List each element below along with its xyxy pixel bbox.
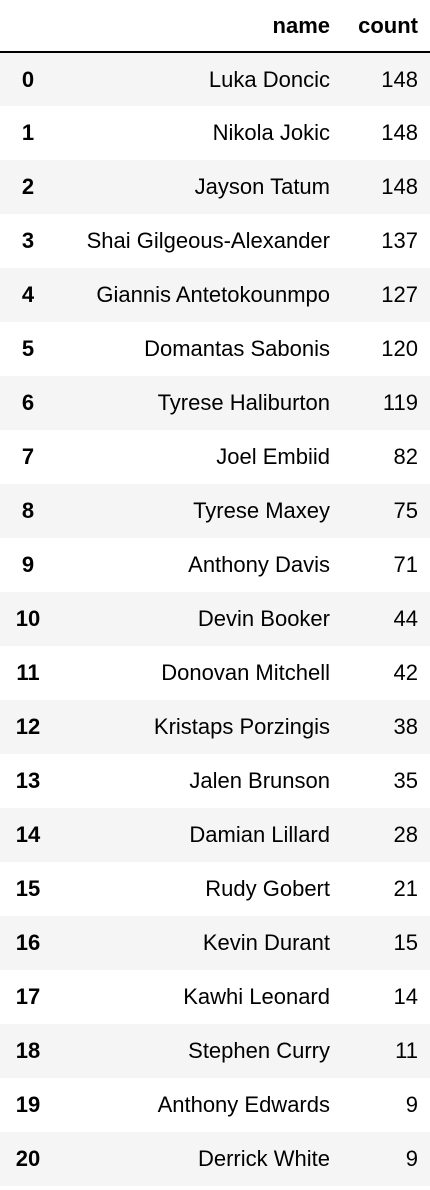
player-name-cell: Domantas Sabonis (144, 336, 330, 361)
player-name-cell: Luka Doncic (208, 66, 330, 92)
table-row: 14 Damian Lillard 28 (0, 808, 430, 862)
player-name-cell: Derrick White (197, 1146, 330, 1171)
count-cell: 9 (405, 1146, 418, 1171)
count-cell: 137 (381, 228, 418, 253)
player-name-cell: Devin Booker (197, 606, 330, 631)
player-name-cell: Stephen Curry (188, 1038, 330, 1063)
player-name-cell: Rudy Gobert (205, 876, 330, 901)
table-row: 13 Jalen Brunson 35 (0, 754, 430, 808)
table-row: 11 Donovan Mitchell 42 (0, 646, 430, 700)
player-name-cell: Jayson Tatum (194, 174, 330, 199)
row-index: 18 (15, 1038, 41, 1063)
count-cell: 38 (393, 714, 418, 739)
count-cell: 15 (393, 930, 418, 955)
row-index: 14 (15, 822, 41, 847)
row-index: 6 (21, 390, 35, 415)
player-name-cell: Giannis Antetokounmpo (96, 282, 330, 307)
row-index: 16 (15, 930, 41, 955)
table-row: 8 Tyrese Maxey 75 (0, 484, 430, 538)
player-name-cell: Donovan Mitchell (161, 660, 330, 685)
table-row: 16 Kevin Durant 15 (0, 916, 430, 970)
header-row: name count (0, 0, 430, 53)
player-name-cell: Tyrese Haliburton (157, 390, 330, 415)
table-row: 2 Jayson Tatum 148 (0, 160, 430, 214)
table-header: name count (0, 0, 430, 53)
count-cell: 75 (393, 498, 418, 523)
row-index: 8 (21, 498, 35, 523)
player-name-cell: Tyrese Maxey (193, 498, 330, 523)
table-row: 19 Anthony Edwards 9 (0, 1078, 430, 1132)
count-cell: 21 (393, 876, 418, 901)
row-index: 20 (15, 1146, 41, 1171)
table-row: 5 Domantas Sabonis 120 (0, 322, 430, 376)
table-row: 17 Kawhi Leonard 14 (0, 970, 430, 1024)
row-index: 3 (21, 228, 35, 253)
row-index: 4 (21, 282, 35, 307)
row-index: 19 (15, 1092, 41, 1117)
count-cell: 14 (393, 984, 418, 1009)
count-cell: 44 (393, 606, 418, 631)
table-row: 1 Nikola Jokic 148 (0, 106, 430, 160)
count-cell: 120 (381, 336, 418, 361)
row-index: 0 (21, 66, 35, 92)
player-name-cell: Anthony Edwards (157, 1092, 330, 1117)
index-header (0, 0, 54, 53)
table-row: 4 Giannis Antetokounmpo 127 (0, 268, 430, 322)
count-column-header: count (342, 0, 430, 53)
count-cell: 71 (393, 552, 418, 577)
table-row: 7 Joel Embiid 82 (0, 430, 430, 484)
player-name-cell: Shai Gilgeous-Alexander (86, 228, 330, 253)
row-index: 1 (21, 120, 35, 145)
table-row: 20 Derrick White 9 (0, 1132, 430, 1186)
count-cell: 148 (381, 120, 418, 145)
row-index: 7 (21, 444, 35, 469)
table-row: 6 Tyrese Haliburton 119 (0, 376, 430, 430)
name-column-header: name (54, 0, 342, 53)
player-name-cell: Jalen Brunson (189, 768, 330, 793)
player-name-cell: Kawhi Leonard (183, 984, 330, 1009)
count-cell: 82 (393, 444, 418, 469)
row-index: 13 (15, 768, 41, 793)
table-row: 3 Shai Gilgeous-Alexander 137 (0, 214, 430, 268)
player-name-cell: Nikola Jokic (212, 120, 330, 145)
table-row: 18 Stephen Curry 11 (0, 1024, 430, 1078)
player-name-cell: Anthony Davis (188, 552, 330, 577)
row-index: 12 (15, 714, 41, 739)
row-index: 5 (21, 336, 35, 361)
table-row: 9 Anthony Davis 71 (0, 538, 430, 592)
player-name-cell: Damian Lillard (189, 822, 330, 847)
count-cell: 148 (381, 66, 418, 92)
count-cell: 35 (393, 768, 418, 793)
table-row: 10 Devin Booker 44 (0, 592, 430, 646)
count-cell: 42 (393, 660, 418, 685)
count-cell: 148 (381, 174, 418, 199)
table-row: 15 Rudy Gobert 21 (0, 862, 430, 916)
count-cell: 28 (393, 822, 418, 847)
table-row: 12 Kristaps Porzingis 38 (0, 700, 430, 754)
row-index: 15 (15, 876, 41, 901)
count-cell: 11 (395, 1038, 418, 1063)
count-cell: 127 (381, 282, 418, 307)
table-row: 0 Luka Doncic 148 (0, 52, 430, 106)
row-index: 10 (15, 606, 41, 631)
row-index: 9 (21, 552, 35, 577)
row-index: 2 (21, 174, 35, 199)
row-index: 17 (15, 984, 41, 1009)
count-cell: 9 (405, 1092, 418, 1117)
player-name-cell: Kristaps Porzingis (153, 714, 330, 739)
count-cell: 119 (382, 390, 418, 415)
player-name-cell: Kevin Durant (202, 930, 330, 955)
table-body: 0 Luka Doncic 148 1 Nikola Jokic 148 2 Jayson T… (0, 52, 430, 1186)
row-index: 11 (16, 660, 40, 685)
player-name-cell: Joel Embiid (216, 444, 330, 469)
